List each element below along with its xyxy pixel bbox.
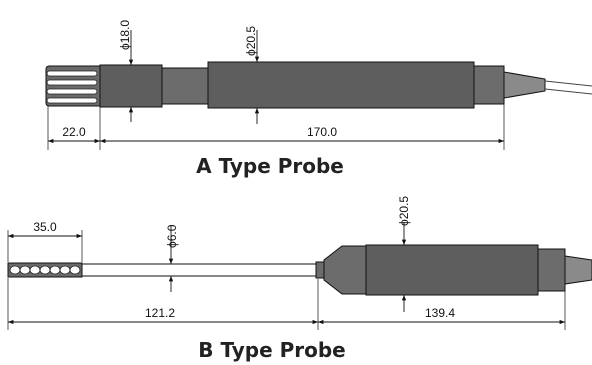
probe-b-cable-boot [564,255,592,285]
probe-a-body-length-label: 170.0 [307,125,337,139]
probe-a-cap-length-dimension: 22.0 [48,125,100,144]
probe-b-end-cap [537,248,566,292]
probe-a-cap-collar [99,64,163,108]
probe-a-cap-length-label: 22.0 [62,125,86,139]
probe-b-cone [323,245,367,295]
probe-a-cap-diameter-label: ϕ18.0 [118,20,132,50]
probe-a-sensor-cap [45,65,103,107]
probe-b-tube-diameter-label: ϕ6.0 [165,224,179,248]
probe-b-tube-length-label: 121.2 [145,306,175,320]
probe-b-body-diameter-callout: ϕ20.5 [397,196,411,312]
probe-b-body-length-dimension: 139.4 [318,306,565,325]
probe-a-body-diameter-callout: ϕ20.5 [244,26,260,124]
probe-b-tip-length-label: 35.0 [33,220,57,234]
probe-b-mesh-tip [7,262,83,278]
probe-b-body-length-label: 139.4 [425,306,455,320]
probe-b-tube [81,263,317,277]
probe-b-body-diameter-label: ϕ20.5 [397,196,411,226]
probe-a-caption: A Type Probe [196,154,344,178]
probe-b-tube-diameter-callout: ϕ6.0 [165,224,179,292]
probe-a-cable-boot [503,71,546,99]
probe-b-drawing: 35.0 ϕ6.0 ϕ20.5 121.2 139.4 B Type Probe [7,196,592,362]
probe-b-tip-length-dimension: 35.0 [8,220,82,239]
probe-a-end-cap [473,65,505,105]
probe-a-body-diameter-label: ϕ20.5 [244,26,258,56]
probe-b-handle [365,244,539,296]
probe-a-neck [161,67,209,105]
probe-a-handle [207,61,475,109]
probe-a-body-length-dimension: 170.0 [100,125,504,144]
probe-b-caption: B Type Probe [198,338,346,362]
probe-a-drawing: ϕ18.0 ϕ20.5 22.0 170.0 A Type Probe [45,20,592,178]
probe-b-adapter-ring [315,261,325,279]
probe-a-cap-diameter-callout: ϕ18.0 [118,20,134,122]
probe-b-tube-length-dimension: 121.2 [8,306,318,325]
